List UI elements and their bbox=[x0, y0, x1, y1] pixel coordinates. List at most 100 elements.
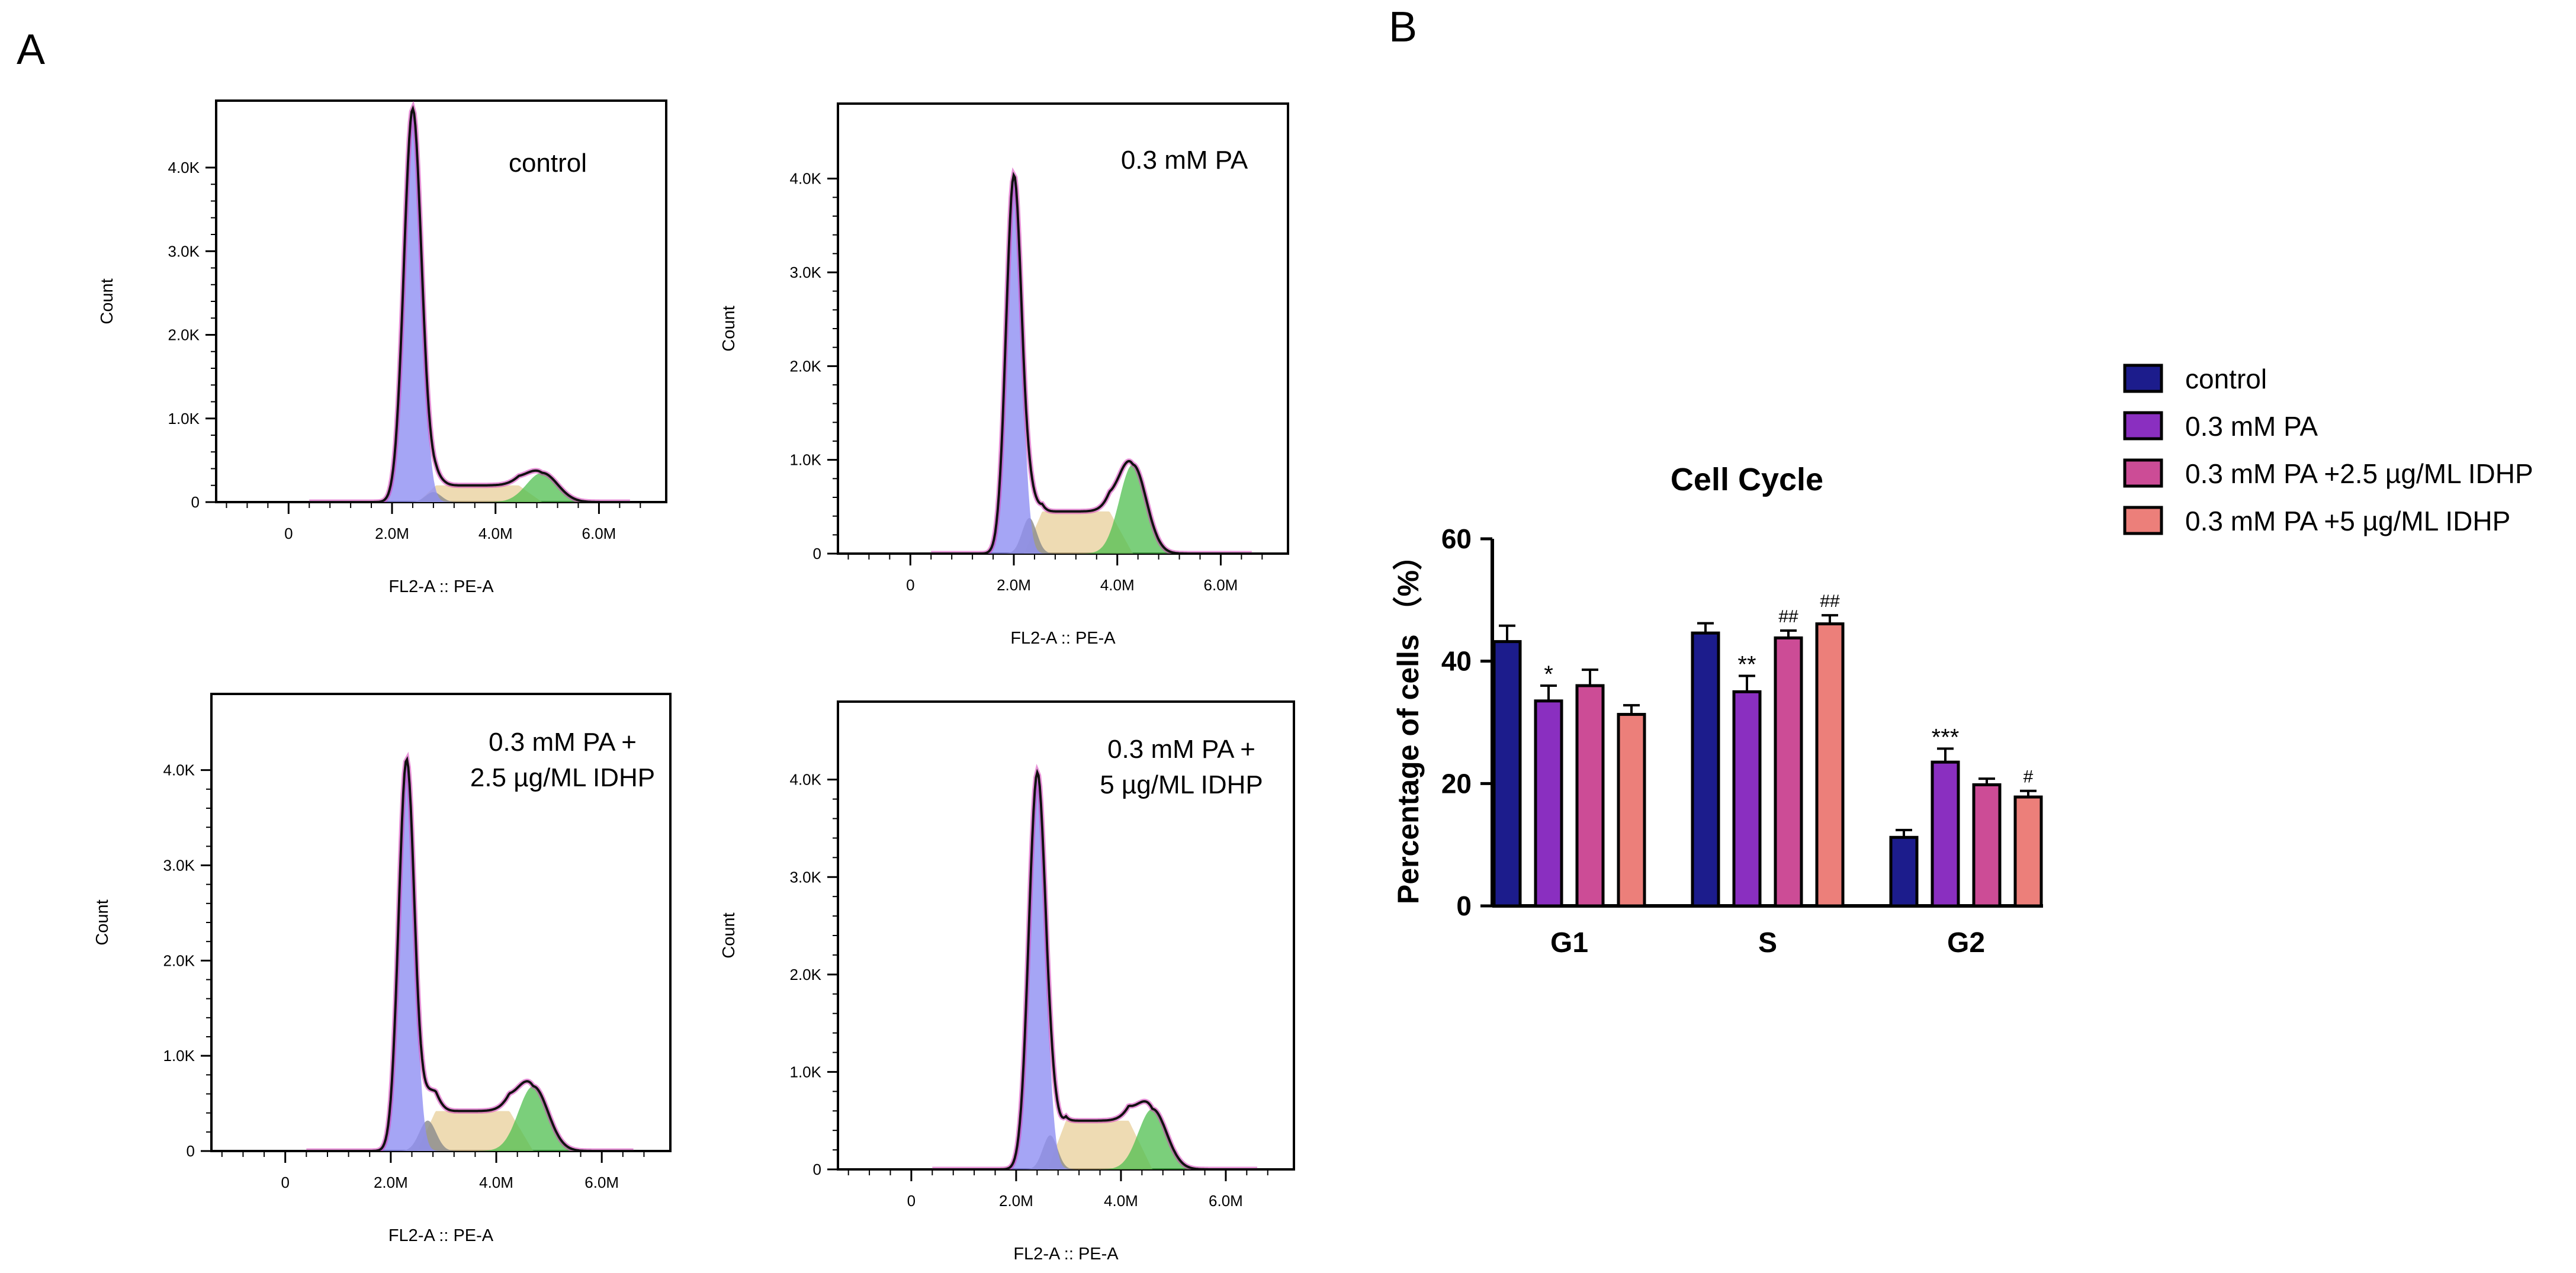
s-phase-area bbox=[932, 1120, 1257, 1169]
s-phase-area bbox=[306, 1111, 634, 1151]
x-tick-label: 2.0M bbox=[375, 525, 409, 542]
x-tick-label: 6.0M bbox=[582, 525, 616, 542]
x-tick-label: 0 bbox=[907, 1192, 916, 1210]
bar bbox=[1774, 636, 1803, 908]
g1-peak-area bbox=[306, 761, 634, 1151]
bar bbox=[1732, 690, 1762, 908]
panel-title-line: 2.5 µg/ML IDHP bbox=[470, 763, 655, 792]
panel-label-a: A bbox=[17, 26, 45, 73]
x-tick-label: 6.0M bbox=[1204, 576, 1238, 594]
panel-title-line: 0.3 mM PA bbox=[1121, 146, 1248, 175]
plot-area bbox=[931, 167, 1252, 554]
bar bbox=[1575, 684, 1605, 908]
plot-frame bbox=[215, 99, 667, 503]
significance-annotation: # bbox=[2023, 767, 2034, 787]
legend-swatch bbox=[2123, 411, 2163, 441]
bar-y-tick-label: 40 bbox=[1441, 646, 1472, 677]
x-tick-label: 4.0M bbox=[478, 525, 513, 542]
y-tick-label: 1.0K bbox=[163, 1047, 195, 1065]
g2-peak-area bbox=[306, 1086, 634, 1151]
x-tick-label: 4.0M bbox=[1104, 1192, 1138, 1210]
significance-annotation: ## bbox=[1778, 607, 1798, 626]
significance-annotation: *** bbox=[1932, 724, 1960, 750]
x-tick-label: 0 bbox=[906, 576, 914, 594]
y-tick-label: 0 bbox=[187, 1142, 195, 1160]
y-tick-label: 4.0K bbox=[790, 170, 822, 188]
bar bbox=[1691, 631, 1720, 908]
bar-y-tick-label: 60 bbox=[1441, 523, 1472, 554]
bar-y-tick-label: 20 bbox=[1441, 768, 1472, 799]
legend-swatch bbox=[2123, 458, 2163, 488]
legend-label: 0.3 mM PA bbox=[2185, 411, 2318, 442]
x-tick-label: 2.0M bbox=[999, 1192, 1033, 1210]
significance-annotation: * bbox=[1544, 661, 1553, 687]
y-tick-label: 1.0K bbox=[790, 451, 822, 469]
y-tick-label: 2.0K bbox=[168, 326, 200, 344]
panel-title-line: 5 µg/ML IDHP bbox=[1100, 770, 1263, 799]
plot-frame bbox=[210, 693, 672, 1152]
panel-title-line: control bbox=[509, 149, 587, 178]
y-tick-label: 0 bbox=[191, 493, 200, 511]
y-tick-label: 0 bbox=[813, 545, 821, 562]
bar bbox=[1492, 640, 1522, 908]
y-tick-label: 4.0K bbox=[168, 159, 200, 176]
x-axis-label: FL2-A :: PE-A bbox=[388, 577, 494, 596]
x-tick-label: 6.0M bbox=[584, 1174, 619, 1191]
fit-line bbox=[306, 751, 634, 1151]
legend-label: 0.3 mM PA +2.5 µg/ML IDHP bbox=[2185, 458, 2533, 489]
bar bbox=[1617, 713, 1646, 908]
histogram-outline bbox=[932, 769, 1257, 1169]
legend-swatch bbox=[2123, 364, 2163, 393]
bar-y-axis-label: Percentage of cells （%） bbox=[1392, 541, 1425, 904]
category-label: S bbox=[1758, 927, 1777, 959]
y-tick-label: 2.0K bbox=[163, 951, 195, 969]
panel-label-b: B bbox=[1389, 4, 1417, 51]
plot-area bbox=[306, 751, 634, 1151]
fit-line bbox=[931, 167, 1252, 554]
histogram-outline bbox=[306, 756, 634, 1151]
x-axis-label: FL2-A :: PE-A bbox=[388, 1226, 494, 1245]
y-tick-label: 3.0K bbox=[790, 868, 822, 886]
legend-label: 0.3 mM PA +5 µg/ML IDHP bbox=[2185, 506, 2510, 536]
bar bbox=[1815, 622, 1845, 908]
x-axis-label: FL2-A :: PE-A bbox=[1010, 629, 1116, 648]
y-axis-label: Count bbox=[720, 306, 738, 351]
x-tick-label: 4.0M bbox=[479, 1174, 513, 1191]
bar-y-tick-label: 0 bbox=[1456, 891, 1472, 921]
x-tick-label: 6.0M bbox=[1209, 1192, 1243, 1210]
y-tick-label: 1.0K bbox=[168, 410, 200, 427]
bar bbox=[1972, 783, 2002, 908]
bar bbox=[1534, 699, 1563, 908]
x-axis-label: FL2-A :: PE-A bbox=[1013, 1245, 1119, 1264]
y-axis-label: Count bbox=[98, 278, 117, 324]
bar bbox=[1889, 835, 1919, 908]
fit-line bbox=[932, 764, 1257, 1169]
plot-area bbox=[309, 101, 630, 502]
y-tick-label: 4.0K bbox=[790, 771, 822, 789]
y-tick-label: 4.0K bbox=[163, 761, 195, 779]
g1-peak-area bbox=[931, 178, 1252, 554]
legend-label: control bbox=[2185, 364, 2267, 394]
y-tick-label: 1.0K bbox=[790, 1063, 822, 1081]
g2-peak-area bbox=[309, 472, 630, 502]
significance-annotation: ## bbox=[1820, 592, 1840, 611]
panel-title-line: 0.3 mM PA + bbox=[489, 728, 637, 757]
x-tick-label: 0 bbox=[284, 525, 293, 542]
x-tick-label: 2.0M bbox=[374, 1174, 408, 1191]
panel-title-line: 0.3 mM PA + bbox=[1107, 735, 1255, 764]
g1-peak-area bbox=[932, 779, 1257, 1169]
y-tick-label: 2.0K bbox=[790, 357, 822, 375]
y-tick-label: 2.0K bbox=[790, 966, 822, 983]
bar bbox=[1931, 760, 1960, 908]
x-tick-label: 4.0M bbox=[1100, 576, 1135, 594]
cell-cycle-bar-chart: Cell Cycle 0 20 40 60 Percentage of cells （%）… bbox=[1392, 364, 2533, 959]
y-tick-label: 3.0K bbox=[790, 263, 822, 281]
x-tick-label: 2.0M bbox=[997, 576, 1031, 594]
s-phase-area bbox=[309, 485, 630, 502]
